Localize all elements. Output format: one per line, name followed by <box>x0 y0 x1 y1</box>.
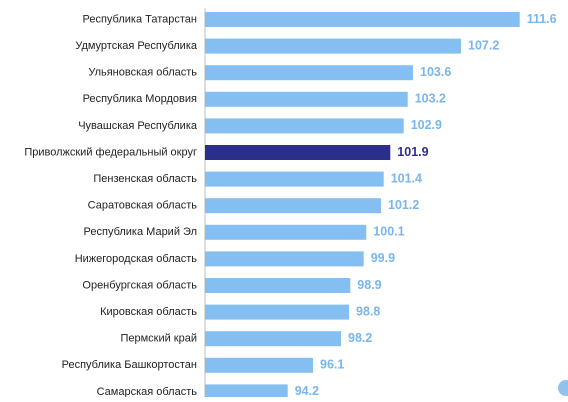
value-label: 98.9 <box>357 278 381 292</box>
bar <box>205 38 461 54</box>
bar <box>205 278 351 293</box>
category-label: Самарская область <box>97 386 198 397</box>
bar <box>205 65 413 81</box>
bar <box>205 171 384 187</box>
category-label: Республика Татарстан <box>82 13 197 25</box>
label-layer: Республика Татарстан 111.6 Удмуртская Респ… <box>24 12 557 398</box>
value-label: 103.2 <box>415 92 446 106</box>
category-label: Нижегородская область <box>75 253 198 265</box>
bar <box>205 357 313 373</box>
category-label: Пермский край <box>120 333 197 345</box>
category-label: Пензенская область <box>93 173 197 185</box>
value-label: 99.9 <box>371 251 395 265</box>
value-label: 94.2 <box>295 384 319 397</box>
bar <box>205 224 367 240</box>
bar-highlighted <box>205 145 391 160</box>
value-label: 111.6 <box>527 12 557 26</box>
value-label: 101.4 <box>391 171 422 185</box>
category-label: Кировская область <box>100 306 197 318</box>
category-label: Республика Башкортостан <box>62 359 197 371</box>
value-label: 101.2 <box>388 198 419 212</box>
category-label: Республика Марий Эл <box>84 226 197 238</box>
value-label: 98.8 <box>356 304 380 318</box>
value-label: 100.1 <box>373 225 404 239</box>
category-label: Чувашская Республика <box>78 120 198 132</box>
bar <box>205 384 288 400</box>
value-label: 102.9 <box>411 118 442 132</box>
bar <box>205 251 364 267</box>
value-label: 96.1 <box>320 358 344 372</box>
bar <box>205 12 520 27</box>
value-label: 103.6 <box>420 65 451 79</box>
bar <box>205 198 381 214</box>
category-label: Саратовская область <box>88 200 198 212</box>
bar <box>205 331 341 347</box>
value-label: 98.2 <box>348 331 372 345</box>
category-label: Удмуртская Республика <box>75 40 198 52</box>
corner-dot-icon <box>558 380 568 396</box>
category-label: Оренбургская область <box>82 279 197 291</box>
bar <box>205 91 408 107</box>
bar-layer <box>205 12 520 400</box>
value-label: 107.2 <box>468 38 499 52</box>
category-label: Ульяновская область <box>88 67 197 79</box>
value-label: 101.9 <box>397 145 428 159</box>
bar <box>205 118 404 134</box>
category-label: Приволжский федеральный округ <box>24 146 197 158</box>
category-label: Республика Мордовия <box>83 93 197 105</box>
bar <box>205 304 349 320</box>
